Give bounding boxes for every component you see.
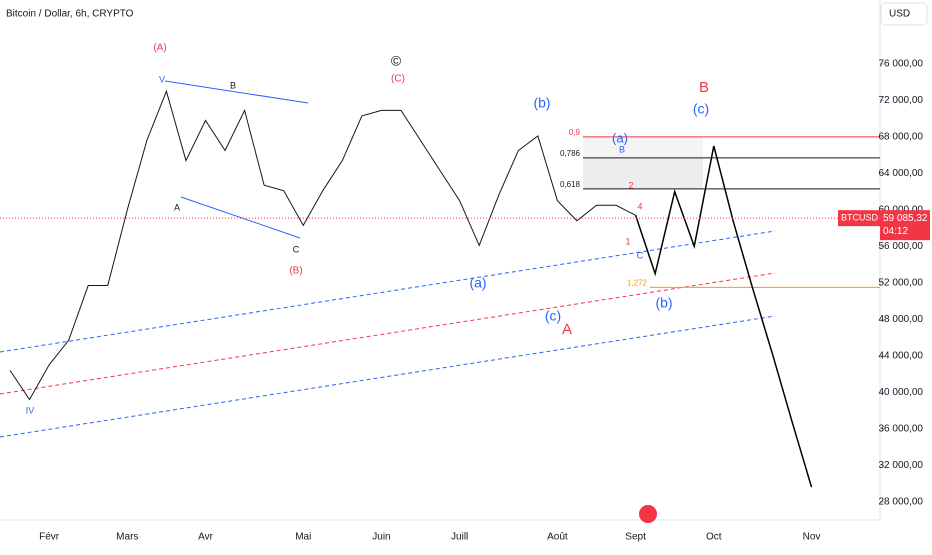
countdown: 04:12 [883,226,908,237]
wave-label: (a) [469,275,486,291]
wave-label: (C) [391,74,405,85]
x-tick-label: Mai [295,532,311,543]
wave-label: IV [26,405,35,415]
wave-label: A [174,202,180,212]
wave-label: (A) [153,43,166,54]
wave-label: (c) [693,101,709,117]
fib-zone [583,136,703,158]
fib-label: 1,272 [627,278,648,287]
y-tick-label: 60 000,00 [879,204,924,215]
y-tick-label: 56 000,00 [879,241,924,252]
x-tick-label: Oct [706,532,722,543]
wave-label: A [562,321,572,338]
price-line [9,89,636,401]
trend-line [164,80,309,104]
wave-label: C [293,244,300,254]
wave-label: 4 [637,201,642,211]
x-tick-label: Nov [803,532,821,543]
x-tick-label: Août [547,532,568,543]
y-tick-label: 48 000,00 [879,314,924,325]
channel-line [0,230,776,353]
symbol: BTCUSD [841,213,879,223]
x-tick-label: Sept [625,532,646,543]
symbol-tag [838,210,880,227]
x-tick-label: Févr [39,532,60,543]
fib-label: 0,618 [560,180,581,189]
y-tick-label: 44 000,00 [879,350,924,361]
fib-label: 0,786 [560,149,581,158]
x-tick-label: Mars [116,532,138,543]
chart-title: Bitcoin / Dollar, 6h, CRYPTO [6,9,134,20]
wave-label: (c) [545,308,561,324]
wave-label: (b) [533,95,550,111]
last-price: 59 085,32 [883,213,928,224]
x-tick-label: Avr [198,532,213,543]
currency: USD [889,9,910,20]
fib-label: 0,9 [569,128,581,137]
price-line [634,145,813,488]
event-icon [639,505,657,523]
wave-label: C [637,250,644,260]
channel-line [0,272,776,395]
y-tick-label: 72 000,00 [879,95,924,106]
fib-zone [583,157,703,189]
wave-label: (b) [655,295,672,311]
wave-label: (a) [612,130,628,145]
trend-line [180,196,301,239]
x-tick-label: Juill [451,532,468,543]
wave-label: B [699,79,709,96]
y-tick-label: 64 000,00 [879,168,924,179]
wave-label: (B) [289,266,302,277]
y-tick-label: 52 000,00 [879,277,924,288]
x-tick-label: Juin [372,532,390,543]
wave-label: 2 [628,180,633,190]
y-tick-label: 68 000,00 [879,131,924,142]
y-tick-label: 36 000,00 [879,423,924,434]
wave-label: V [159,74,165,84]
y-tick-label: 40 000,00 [879,387,924,398]
y-tick-label: 32 000,00 [879,460,924,471]
y-tick-label: 76 000,00 [879,59,924,70]
wave-label: 1 [625,236,630,246]
wave-label: B [619,144,625,154]
channel-line [0,315,776,438]
wave-label: © [391,53,402,69]
y-tick-label: 28 000,00 [879,496,924,507]
wave-label: B [230,80,236,90]
price-tag [880,210,930,241]
currency-box[interactable] [880,2,928,26]
